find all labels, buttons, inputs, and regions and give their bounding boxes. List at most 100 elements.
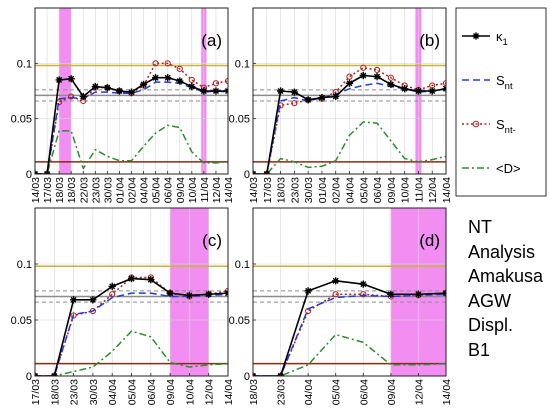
x-tick-label: 09/04: [386, 379, 398, 405]
x-tick-label: 12/04: [211, 177, 223, 203]
y-tick-label: 0: [26, 371, 32, 383]
legend-box: [455, 7, 547, 197]
x-tick-label: 18/03: [66, 177, 78, 203]
series-point-sntm: [346, 73, 353, 80]
x-tick-label: 14/03: [248, 177, 260, 203]
series-line-snt: [35, 292, 228, 376]
series-point-sntm: [188, 76, 195, 84]
legend-label-sntm: Snt-: [496, 117, 516, 136]
series-line-d: [253, 333, 446, 376]
series-point-kappa: [55, 76, 63, 84]
y-tick-label: 0: [244, 371, 250, 383]
x-tick-label: 11/04: [413, 177, 425, 203]
x-tick-label: 17/03: [30, 379, 42, 405]
x-tick-label: 11/04: [199, 177, 211, 203]
info-line-type: NT: [468, 217, 492, 237]
x-tick-label: 02/04: [127, 177, 139, 203]
series-point-sntm: [164, 60, 171, 67]
x-tick-label: 10/04: [187, 177, 199, 203]
x-tick-label: 18/03: [276, 177, 288, 203]
series-point-kappa: [185, 291, 193, 299]
x-tick-label: 30/03: [102, 177, 114, 203]
series-point-kappa: [108, 282, 116, 290]
series-point-sntm: [360, 291, 367, 298]
series-point-sntm: [387, 74, 394, 81]
series-point-kappa: [205, 290, 213, 298]
series-point-kappa: [166, 289, 174, 297]
series-point-kappa: [212, 87, 220, 95]
x-tick-label: 12/04: [204, 379, 216, 405]
x-tick-label: 12/04: [427, 177, 439, 203]
info-line-station: B1: [468, 339, 491, 360]
x-tick-label: 30/03: [303, 177, 315, 203]
series-point-sntm: [332, 291, 339, 298]
series-group: [35, 60, 228, 174]
plot-frame: [252, 207, 447, 377]
x-tick-label: 23/03: [289, 177, 301, 203]
x-tick-label: 06/04: [358, 379, 370, 405]
series-point-kappa: [290, 88, 298, 96]
x-tick-label: 05/04: [127, 379, 139, 405]
series-point-kappa: [67, 75, 75, 83]
series-point-kappa: [115, 87, 124, 95]
info-line-site: Amakusa: [468, 266, 544, 286]
x-tick-label: 09/04: [386, 177, 398, 203]
legend-entry-sntm: Snt-: [462, 117, 516, 136]
series-point-kappa: [139, 80, 148, 88]
x-tick-label: 10/04: [184, 379, 196, 405]
series-point-kappa: [359, 71, 367, 80]
series-group: [253, 277, 446, 376]
series-point-sntm: [360, 64, 367, 71]
x-tick-label: 22/03: [78, 177, 90, 203]
chart-legend: κ1 Snt Snt- <D>: [455, 7, 547, 197]
series-point-sntm: [373, 66, 381, 74]
series-point-kappa: [276, 87, 285, 95]
x-tick-label: 30/03: [88, 379, 100, 405]
series-line-kappa: [253, 279, 446, 376]
x-tick-label: 09/04: [165, 379, 177, 405]
series-point-kappa: [332, 277, 340, 285]
x-tick-label: 06/04: [372, 177, 384, 203]
x-tick-label: 23/03: [90, 177, 102, 203]
series-point-sntm: [152, 60, 159, 67]
x-tick-label: 10/04: [400, 177, 412, 203]
info-line-method: Analysis: [468, 241, 536, 262]
series-point-kappa: [103, 84, 111, 92]
x-tick-label: 04/04: [107, 379, 119, 405]
panel-c: 0 0.05 0.1 17/03 18/03 23/03 30/03 04/04 05/04 06…: [11, 207, 235, 405]
x-tick-label: 05/04: [331, 379, 343, 405]
x-tick-label: 05/04: [358, 177, 370, 203]
info-block: NT Analysis Amakusa AGW Displ. B1: [468, 215, 550, 362]
x-tick-label: 14/04: [223, 379, 235, 405]
series-point-kappa: [373, 73, 381, 81]
y-tick-label: 0.05: [229, 114, 250, 126]
x-tick-label: 04/04: [139, 177, 151, 203]
legend-entry-d: <D>: [462, 161, 521, 176]
series-point-sntm: [212, 80, 220, 87]
x-tick-label: 18/03: [248, 379, 260, 405]
series-point-kappa: [414, 87, 423, 95]
y-tick-label: 0: [244, 169, 250, 181]
series-point-kappa: [387, 290, 395, 298]
x-tick-label: 05/04: [151, 177, 163, 203]
series-point-kappa: [176, 77, 184, 85]
y-tick-label: 0.05: [229, 315, 250, 327]
x-tick-label: 01/04: [114, 177, 126, 203]
legend-marker-sntm: [472, 120, 480, 128]
series-line-d: [253, 121, 446, 174]
panel-a: 00.050.114/03 17/03 18/03 18/03 22/03 23/03 30…: [11, 7, 235, 203]
legend-label-kappa: κ1: [496, 29, 508, 48]
series-point-kappa: [91, 82, 99, 91]
series-point-kappa: [164, 74, 172, 82]
series-point-kappa: [304, 287, 312, 295]
x-tick-label: 14/04: [441, 379, 453, 405]
x-tick-label: 18/03: [54, 177, 66, 203]
x-tick-label: 23/03: [69, 379, 81, 405]
series-point-kappa: [200, 87, 208, 95]
legend-label-snt: Snt: [496, 73, 513, 92]
x-tick-label: 06/04: [146, 379, 158, 405]
legend-entry-snt: Snt: [462, 73, 513, 92]
series-point-sntm: [68, 93, 75, 100]
legend-entry-kappa: κ1: [462, 29, 508, 48]
series-point-kappa: [127, 274, 136, 283]
